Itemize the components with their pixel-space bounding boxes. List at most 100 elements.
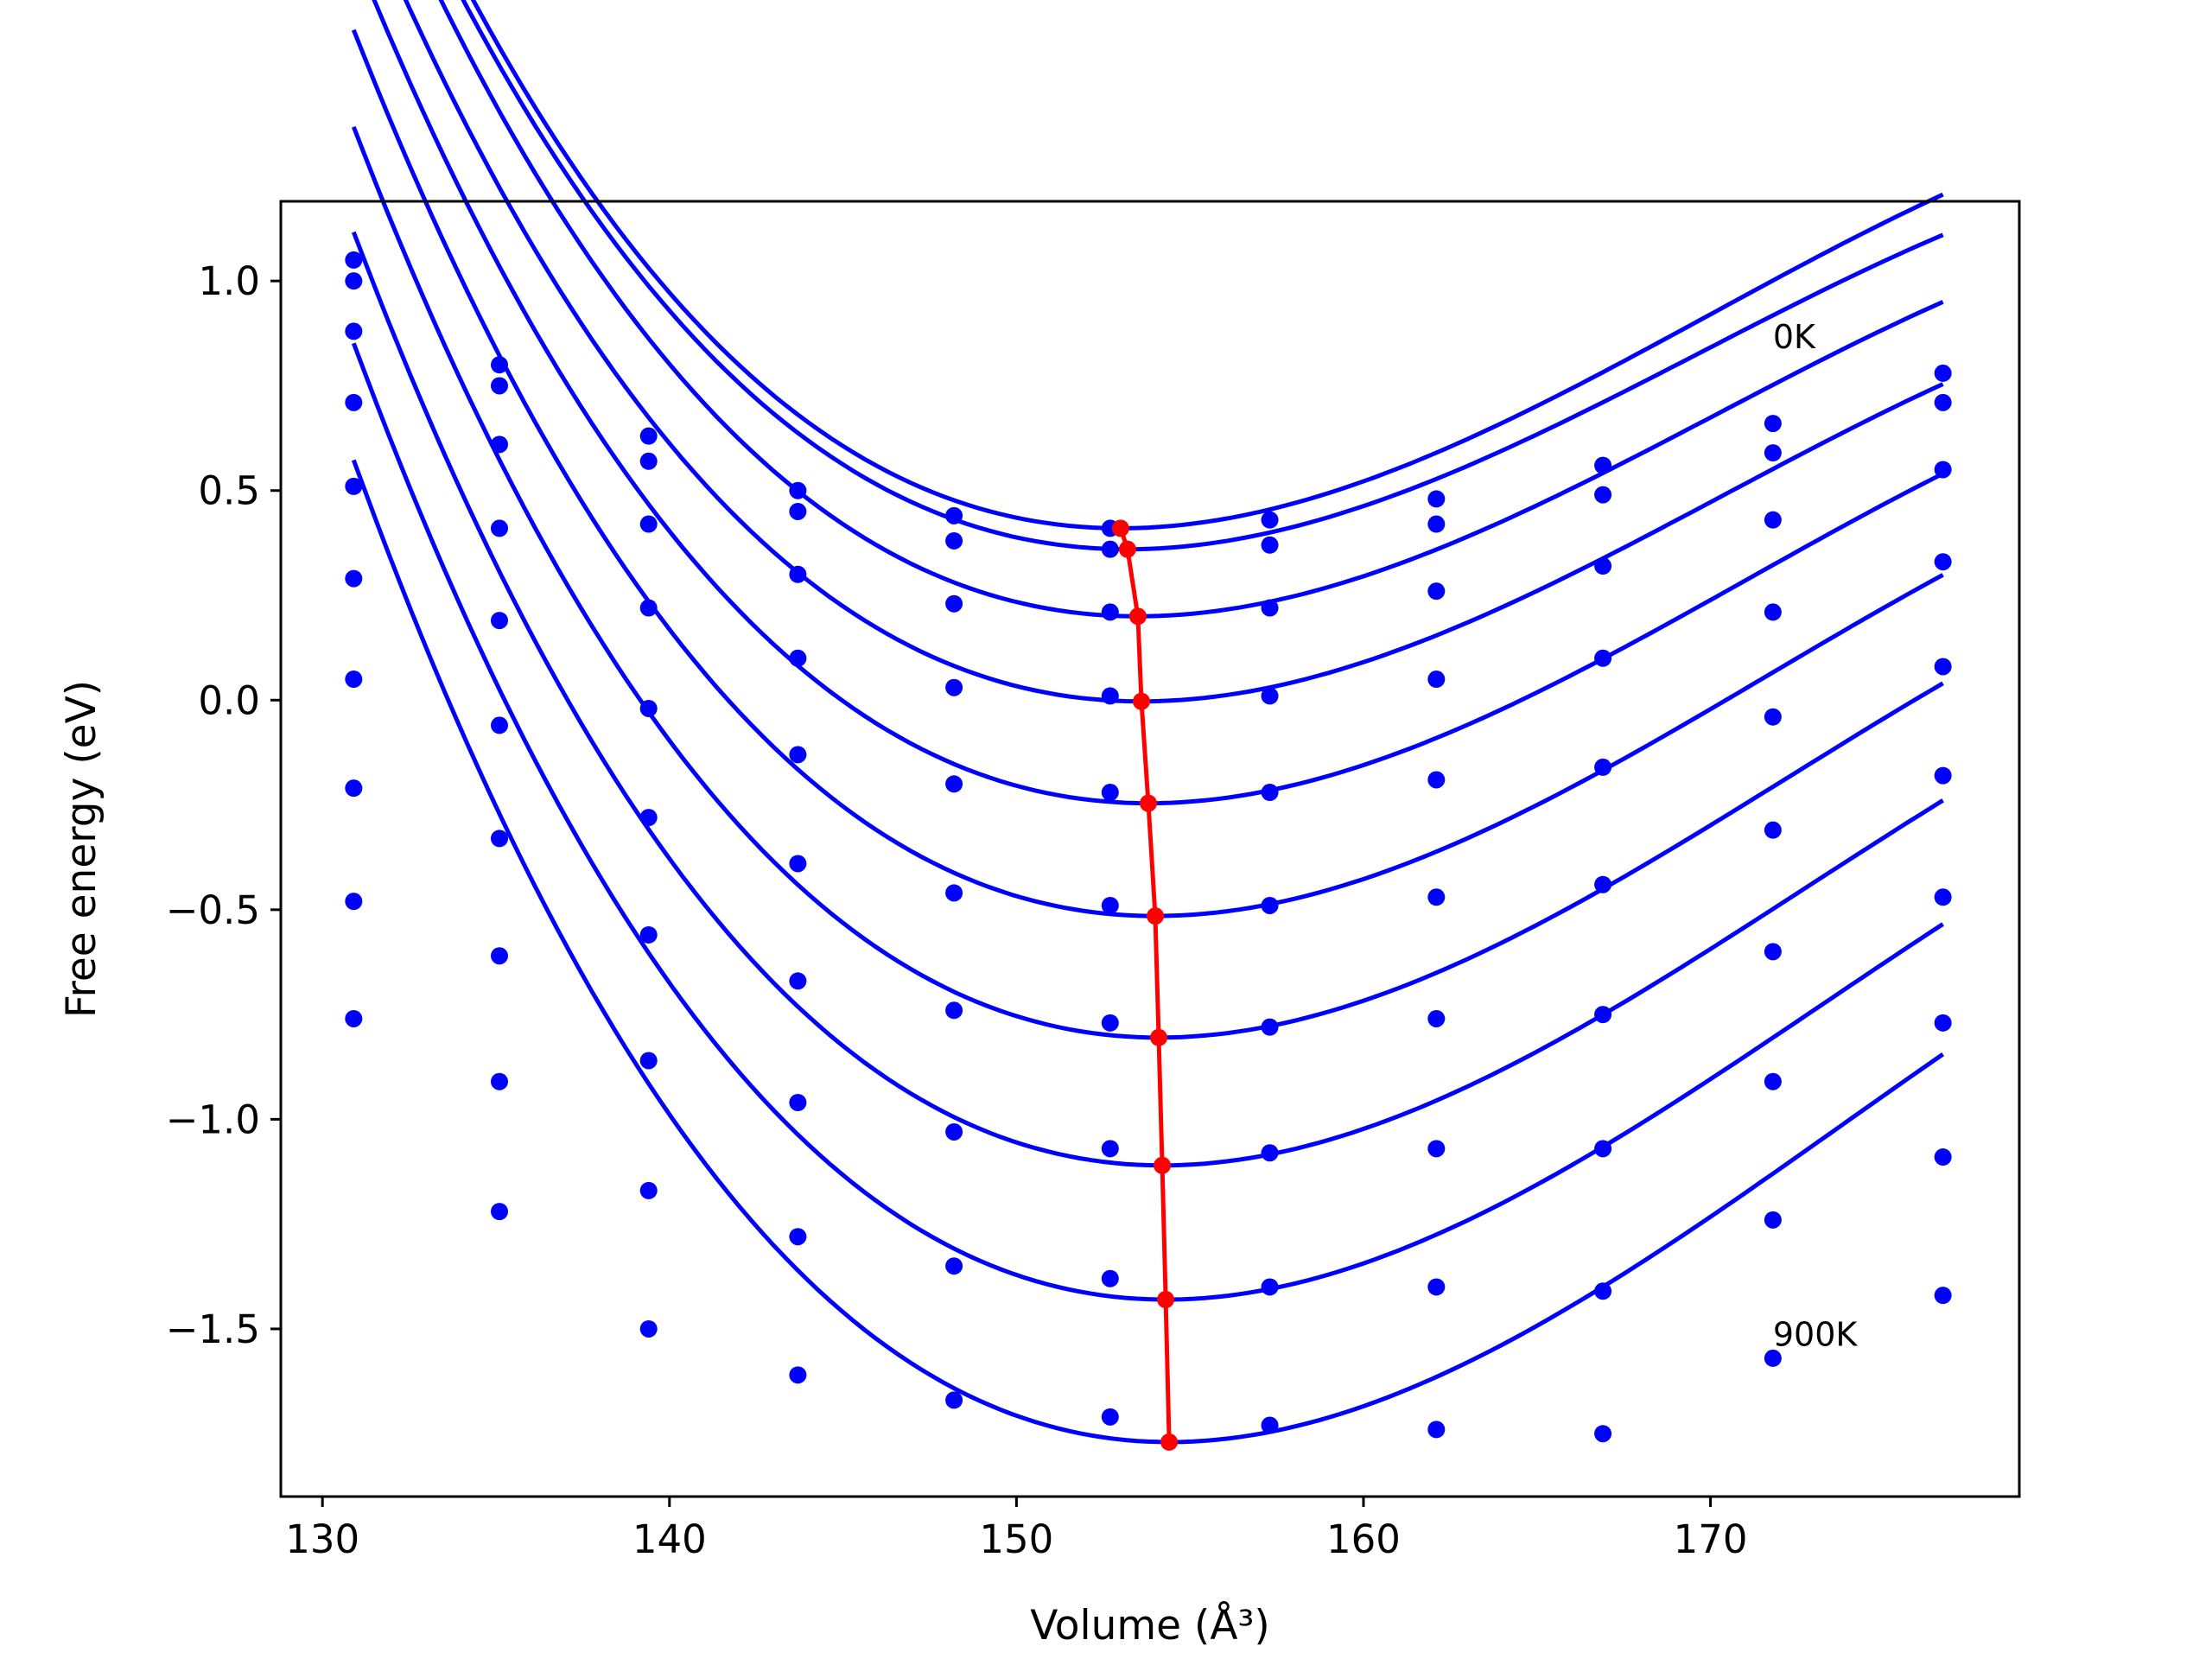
data-point <box>789 855 807 873</box>
data-point <box>789 1093 807 1111</box>
data-point <box>1101 1269 1119 1287</box>
data-point <box>491 377 509 395</box>
data-point <box>1934 1014 1952 1032</box>
data-point <box>945 775 963 793</box>
y-tick-label: 0.0 <box>198 677 260 723</box>
minimum-point <box>1139 794 1157 812</box>
x-tick-label: 160 <box>1326 1516 1401 1562</box>
data-point <box>1261 687 1279 705</box>
x-tick-label: 130 <box>285 1516 359 1562</box>
y-tick-label: 1.0 <box>198 258 260 304</box>
data-point <box>1261 599 1279 617</box>
data-point <box>1101 540 1119 558</box>
data-point <box>1594 1282 1612 1300</box>
minimum-point <box>1154 1156 1172 1174</box>
y-tick-label: −1.5 <box>166 1306 260 1352</box>
data-point <box>345 477 363 495</box>
data-point <box>945 1257 963 1275</box>
data-point <box>1101 603 1119 621</box>
data-point <box>639 599 658 617</box>
data-point <box>1594 1425 1612 1443</box>
data-point <box>639 925 658 944</box>
data-point <box>491 1072 509 1090</box>
data-point <box>789 1228 807 1246</box>
data-point <box>1764 1349 1782 1367</box>
data-point <box>789 502 807 520</box>
data-point <box>639 1181 658 1199</box>
data-point <box>1427 888 1446 906</box>
fit-curve-0 <box>470 0 1944 531</box>
data-point <box>345 251 363 269</box>
data-point <box>639 427 658 445</box>
minimum-point <box>1132 692 1150 710</box>
data-point <box>1934 393 1952 411</box>
data-point <box>945 678 963 696</box>
minimum-point <box>1118 540 1136 558</box>
data-point <box>1427 671 1446 689</box>
curve-annotation: 900K <box>1773 1315 1859 1353</box>
minimum-point <box>1111 519 1129 537</box>
fit-curve-1 <box>461 0 1944 552</box>
x-axis-label: Volume (Å³) <box>1030 1602 1269 1649</box>
data-point <box>945 884 963 902</box>
data-point <box>1764 943 1782 961</box>
data-point <box>1427 515 1446 533</box>
data-point <box>1427 1278 1446 1296</box>
data-point <box>1934 364 1952 382</box>
data-point <box>491 519 509 537</box>
data-point <box>1934 888 1952 906</box>
data-point <box>639 1319 658 1338</box>
data-point <box>491 830 509 848</box>
minimum-point <box>1157 1290 1175 1308</box>
y-tick-label: −0.5 <box>166 887 260 933</box>
data-point <box>1261 1018 1279 1036</box>
data-point <box>945 1391 963 1409</box>
minima-line <box>1118 527 1172 1442</box>
data-point <box>1764 415 1782 433</box>
data-point <box>345 779 363 798</box>
data-point <box>1427 771 1446 789</box>
minimum-point <box>1147 907 1165 925</box>
data-point <box>1101 784 1119 802</box>
data-point <box>1594 486 1612 504</box>
data-point <box>491 716 509 734</box>
data-point <box>1764 1211 1782 1229</box>
data-point <box>345 569 363 588</box>
fit-curve-2 <box>438 0 1944 619</box>
y-axis-label: Free energy (eV) <box>58 680 105 1018</box>
data-point <box>1261 1278 1279 1296</box>
data-point <box>639 1052 658 1070</box>
data-point <box>1934 553 1952 571</box>
data-point <box>345 322 363 340</box>
x-tick-label: 150 <box>979 1516 1053 1562</box>
data-point <box>945 1001 963 1020</box>
x-tick-label: 140 <box>632 1516 707 1562</box>
data-point <box>1261 511 1279 529</box>
data-point <box>945 594 963 613</box>
data-point <box>491 612 509 630</box>
fit-curve-6 <box>351 125 1944 1040</box>
data-point <box>789 972 807 990</box>
data-point <box>1101 1014 1119 1032</box>
fit-curve-9 <box>351 459 1945 1445</box>
data-point <box>1427 1421 1446 1439</box>
data-point <box>1101 1140 1119 1158</box>
minimum-point <box>1160 1433 1179 1451</box>
data-point <box>1764 821 1782 839</box>
data-point <box>1764 603 1782 621</box>
data-point <box>1427 490 1446 508</box>
data-point <box>639 515 658 533</box>
axes-frame <box>279 200 2021 1498</box>
data-point <box>945 531 963 550</box>
minimum-point <box>1128 607 1147 626</box>
data-point <box>1261 1416 1279 1434</box>
data-point <box>1427 1009 1446 1027</box>
data-point <box>789 1366 807 1384</box>
data-point <box>639 452 658 470</box>
y-tick-label: 0.5 <box>198 468 260 514</box>
minimum-point <box>1150 1028 1168 1046</box>
data-point <box>1261 536 1279 554</box>
data-point <box>1764 444 1782 462</box>
data-point <box>345 393 363 411</box>
data-point <box>1934 658 1952 676</box>
